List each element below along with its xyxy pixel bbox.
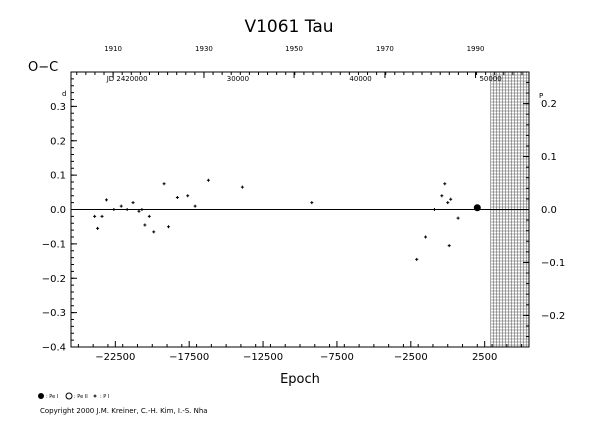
y-axis-title: O−C [28,60,58,75]
point-plus [93,214,97,218]
y2-tick-label: 0.0 [541,205,557,216]
point-plus [125,208,129,211]
year-label: 1990 [467,45,485,53]
point-plus [96,226,100,230]
x-tick-label: −7500 [320,352,354,363]
year-label: 1930 [195,45,213,53]
y-tick-label: −0.3 [42,308,66,319]
y-tick-label: −0.1 [42,239,66,250]
year-label: 1910 [104,45,122,53]
chart-title: V1061 Tau [244,17,333,37]
x-tick-label: −17500 [169,352,209,363]
point-plus [143,223,147,227]
jd-label: 40000 [349,75,371,83]
point-plus [137,209,141,213]
point-plus [415,257,419,261]
y-axis-unit-left: d [62,90,66,98]
point-plus [131,201,135,205]
point-plus [440,194,444,198]
legend: : Pe I : Pe II : P I [38,392,109,400]
point-plus [162,182,166,186]
y-tick-label: −0.4 [42,343,66,354]
x-tick-label: −12500 [243,352,283,363]
point-plus [432,208,436,211]
jd-axis: JD 2420000 30000 40000 50000 [106,75,502,83]
year-label: 1950 [285,45,303,53]
y2-tick-label: 0.1 [541,152,557,163]
legend-label: : Pe I [46,394,58,400]
y2-tick-label: −0.2 [541,311,565,322]
point-plus [119,204,123,208]
point-plus [140,208,144,211]
x-tick-label: 2500 [472,352,497,363]
point-plus [446,201,450,205]
data-points [93,178,481,261]
point-plus [456,216,460,220]
y-tick-label: 0.2 [50,136,66,147]
point-plus [449,197,453,201]
jd-label: 30000 [227,75,249,83]
point-plus [193,204,197,208]
point-plus [447,244,451,248]
legend-label: : P I [100,394,109,400]
hatch-region [490,72,529,347]
y-tick-label: 0.3 [50,102,66,113]
point-plus [175,195,179,199]
point-plus [206,178,210,182]
point-plus [443,182,447,186]
point-plus [152,230,156,234]
point-plus [100,214,104,218]
year-axis: 1910 1930 1950 1970 1990 [76,45,523,78]
copyright-text: Copyright 2000 J.M. Kreiner, C.-H. Kim, … [40,407,208,415]
point-plus [147,214,151,218]
legend-open-circle-icon [65,392,73,400]
x-axis: −22500 −17500 −12500 −7500 −2500 2500 [77,341,523,363]
y-axis-label: O−C d P [28,60,543,100]
y-tick-label: 0.0 [50,205,66,216]
jd-label: 50000 [479,75,501,83]
jd-label: JD 2420000 [106,75,148,83]
y-tick-label: −0.2 [42,274,66,285]
point-plus [167,225,171,229]
y-axis-unit-right: P [539,92,543,100]
x-axis-title: Epoch [280,372,320,387]
point-filled-circle [473,204,481,212]
legend-filled-circle-icon [38,393,44,399]
y-axis-left: −0.4 −0.3 −0.2 −0.1 0.0 0.1 0.2 0.3 [42,71,77,354]
legend-label: : Pe II [74,394,88,400]
y-axis-right: −0.2 −0.1 0.0 0.1 0.2 [523,81,565,338]
y2-tick-label: −0.1 [541,258,565,269]
legend-plus-icon [93,394,97,398]
point-plus [240,185,244,189]
year-label: 1970 [376,45,394,53]
y-tick-label: 0.1 [50,171,66,182]
point-plus [112,208,116,211]
x-tick-label: −2500 [394,352,428,363]
point-plus [310,201,314,205]
x-tick-label: −22500 [95,352,135,363]
y2-tick-label: 0.2 [541,99,557,110]
point-plus [104,198,108,202]
point-plus [424,235,428,239]
point-plus [186,194,190,198]
